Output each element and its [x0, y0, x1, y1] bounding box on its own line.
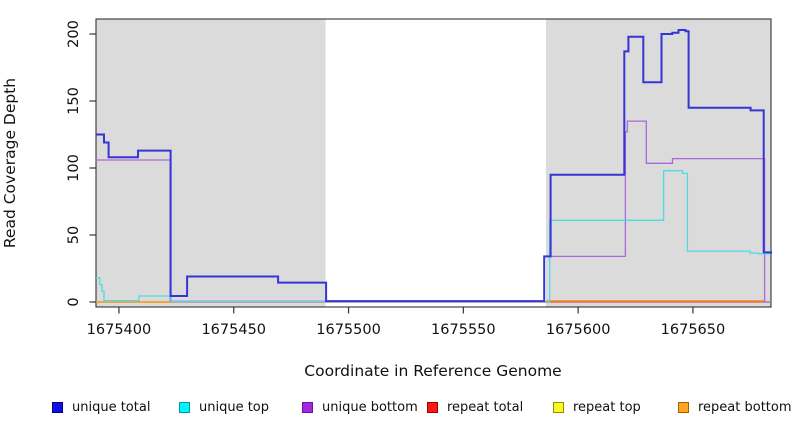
legend-item-unique-top: unique top: [179, 398, 269, 416]
x-tick-label: 1675450: [201, 322, 266, 338]
legend-item-unique-bottom: unique bottom: [302, 398, 418, 416]
legend-swatch-unique-total: [52, 401, 63, 413]
legend-item-repeat-top: repeat top: [553, 398, 641, 416]
legend-item-repeat-bottom: repeat bottom: [678, 398, 792, 416]
y-tick-label: 200: [66, 20, 82, 48]
y-tick-label: 100: [66, 154, 82, 182]
legend-label: unique total: [72, 399, 151, 415]
x-tick-label: 1675400: [87, 322, 152, 338]
legend-swatch-repeat-top: [553, 401, 564, 413]
x-tick-label: 1675550: [431, 322, 496, 338]
shaded-region: [96, 19, 326, 307]
x-axis-title: Coordinate in Reference Genome: [304, 362, 562, 380]
legend-item-repeat-total: repeat total: [427, 398, 523, 416]
legend-swatch-unique-bottom: [302, 401, 313, 413]
y-tick-label: 50: [66, 226, 82, 244]
y-axis-title: Read Coverage Depth: [1, 77, 19, 249]
legend: unique total unique top unique bottom repea…: [0, 398, 792, 420]
legend-item-unique-total: unique total: [52, 398, 150, 416]
y-tick-label: 0: [66, 297, 82, 306]
legend-label: repeat bottom: [698, 399, 792, 415]
legend-swatch-unique-top: [179, 401, 190, 413]
legend-label: repeat total: [447, 399, 524, 415]
x-tick-label: 1675650: [661, 322, 726, 338]
series-unique-top: [96, 170, 771, 303]
y-tick-label: 150: [66, 87, 82, 115]
legend-label: unique bottom: [322, 399, 418, 415]
legend-label: repeat top: [573, 399, 641, 415]
plot-box: [95, 18, 772, 308]
x-tick-label: 1675600: [546, 322, 611, 338]
legend-label: unique top: [199, 399, 270, 415]
legend-swatch-repeat-bottom: [678, 401, 689, 413]
series-unique-total: [96, 29, 772, 303]
legend-swatch-repeat-total: [427, 401, 438, 413]
x-tick-label: 1675500: [316, 322, 381, 338]
